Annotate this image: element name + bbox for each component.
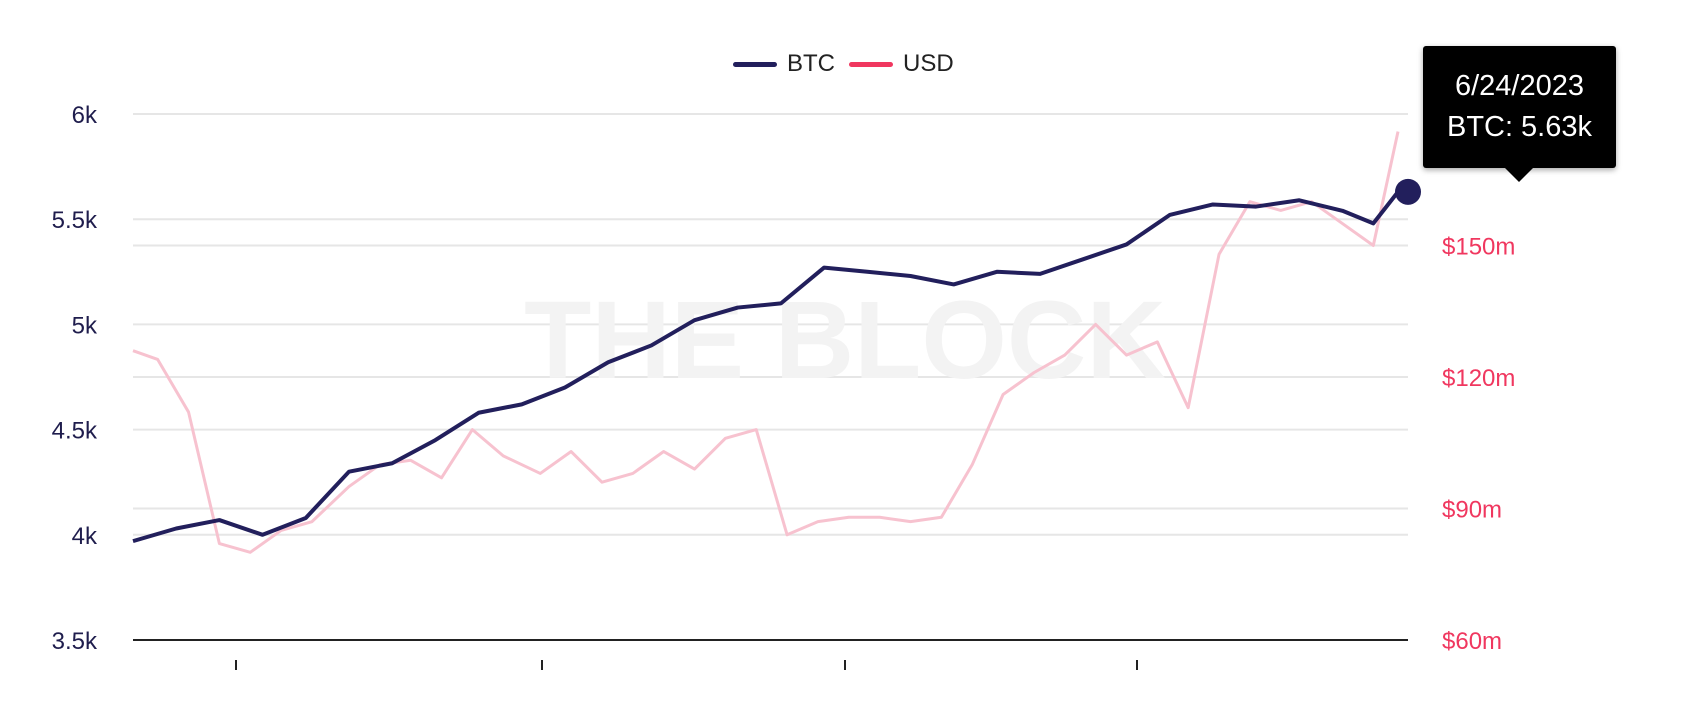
legend-item-btc[interactable]: BTC bbox=[733, 50, 835, 78]
tooltip-value: 5.63k bbox=[1521, 111, 1592, 143]
watermark: THE BLOCK bbox=[524, 279, 1166, 402]
left-axis-tick-label: 5k bbox=[72, 312, 98, 339]
legend: BTC USD bbox=[733, 50, 954, 78]
tooltip-value-line: BTC: 5.63k bbox=[1447, 107, 1592, 148]
right-axis-tick-label: $150m bbox=[1442, 234, 1515, 261]
tooltip: 6/24/2023 BTC: 5.63k bbox=[1423, 46, 1616, 182]
left-axis-tick-label: 6k bbox=[72, 102, 98, 129]
left-axis-tick-label: 3.5k bbox=[52, 628, 98, 655]
legend-label-usd: USD bbox=[903, 50, 954, 77]
left-axis-tick-label: 4k bbox=[72, 523, 98, 550]
x-axis-ticks bbox=[235, 660, 1138, 670]
series-line-usd bbox=[132, 131, 1400, 554]
left-axis: 3.5k 4k 4.5k 5k 5.5k 6k bbox=[52, 102, 98, 655]
right-axis-tick-label: $120m bbox=[1442, 365, 1515, 392]
legend-label-btc: BTC bbox=[787, 50, 835, 77]
grid-lines bbox=[133, 113, 1408, 641]
legend-swatch-usd bbox=[849, 61, 893, 67]
right-axis: $60m$90m$120m$150m$180m bbox=[1442, 102, 1515, 655]
left-axis-tick-label: 4.5k bbox=[52, 418, 98, 445]
series-line-btc bbox=[132, 190, 1400, 544]
legend-item-usd[interactable]: USD bbox=[849, 50, 954, 78]
legend-swatch-btc bbox=[733, 61, 777, 67]
left-axis-tick-label: 5.5k bbox=[52, 207, 98, 234]
series-layer bbox=[132, 131, 1400, 554]
right-axis-tick-label: $90m bbox=[1442, 497, 1502, 524]
hover-point-marker[interactable] bbox=[1395, 178, 1421, 205]
tooltip-series-label: BTC: bbox=[1446, 111, 1514, 143]
tooltip-date: 6/24/2023 bbox=[1454, 70, 1584, 102]
right-axis-tick-label: $60m bbox=[1442, 628, 1502, 655]
